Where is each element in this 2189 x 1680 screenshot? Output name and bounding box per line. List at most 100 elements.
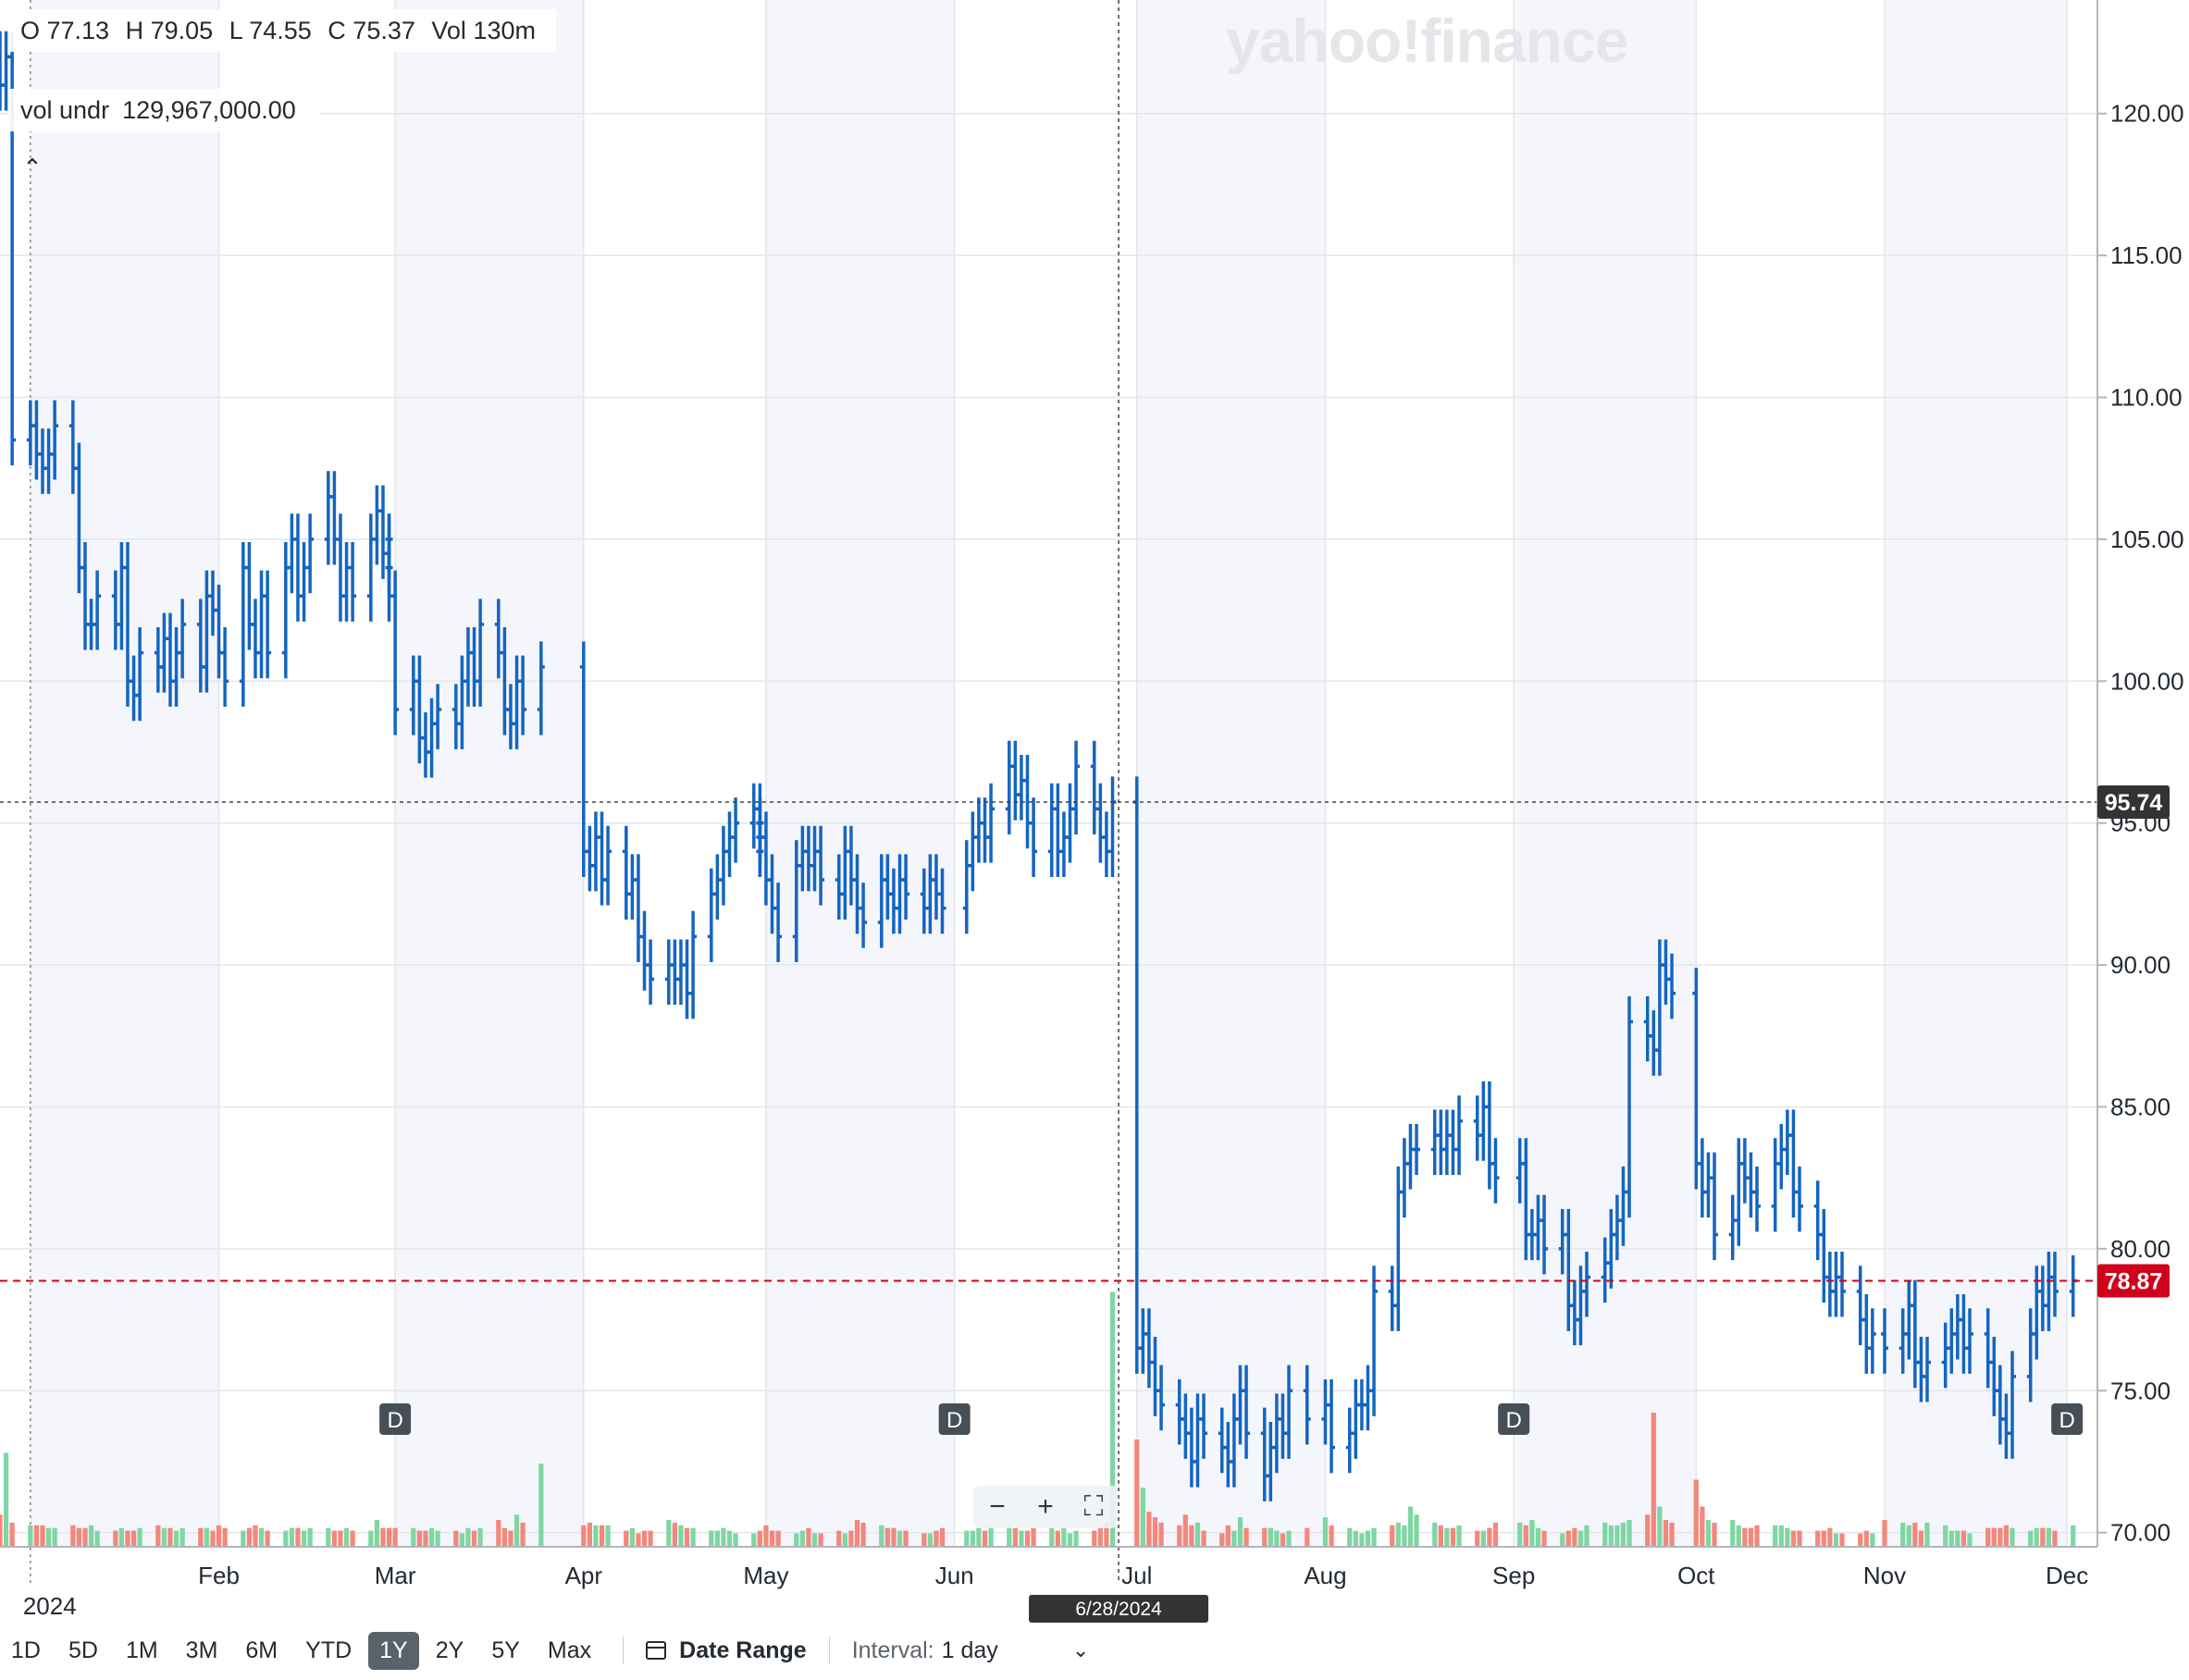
ohlc-bar bbox=[1698, 1138, 1706, 1218]
volume-bar bbox=[1858, 1533, 1863, 1547]
volume-bar bbox=[1742, 1527, 1748, 1547]
volume-bar bbox=[513, 1514, 520, 1547]
volume-bar bbox=[806, 1527, 811, 1547]
ohlc-bar bbox=[293, 513, 302, 622]
ohlc-bar bbox=[378, 485, 387, 579]
volume-bar bbox=[1651, 1413, 1656, 1547]
ohlc-bar bbox=[1437, 1109, 1445, 1176]
ohlc-bar bbox=[2051, 1251, 2059, 1317]
ohlc-bar bbox=[981, 797, 989, 863]
x-tick-label: Feb bbox=[198, 1562, 240, 1589]
volume-bar bbox=[775, 1530, 781, 1547]
volume-indicator-readout[interactable]: vol undr 129,967,000.00 bbox=[9, 89, 320, 131]
y-tick-label: 105.00 bbox=[2110, 525, 2184, 553]
volume-bar bbox=[241, 1530, 246, 1547]
ohlc-bar bbox=[1540, 1194, 1549, 1275]
range-1m-button[interactable]: 1M bbox=[125, 1637, 158, 1663]
yahoo-finance-watermark: yahoo!finance bbox=[1226, 6, 1628, 75]
volume-bar bbox=[496, 1520, 501, 1547]
volume-bar bbox=[624, 1530, 629, 1547]
range-1y-button[interactable]: 1Y bbox=[368, 1631, 419, 1670]
ohlc-bar bbox=[1583, 1251, 1591, 1317]
ohlc-bar bbox=[1753, 1166, 1762, 1232]
volume-bar bbox=[374, 1520, 380, 1547]
volume-bar bbox=[130, 1530, 137, 1547]
volume-bar bbox=[1991, 1527, 1997, 1547]
volume-bar bbox=[1140, 1488, 1145, 1547]
x-tick-label: Aug bbox=[1304, 1562, 1346, 1589]
range-6m-button[interactable]: 6M bbox=[245, 1637, 278, 1663]
ohlc-bar bbox=[1740, 1138, 1749, 1204]
volume-bar bbox=[1608, 1525, 1614, 1547]
volume-bar bbox=[70, 1525, 76, 1547]
ohlc-bar bbox=[1491, 1138, 1500, 1204]
range-ytd-button[interactable]: YTD bbox=[305, 1637, 352, 1663]
volume-bar bbox=[1839, 1533, 1845, 1547]
volume-bar bbox=[1663, 1520, 1669, 1547]
range-2y-button[interactable]: 2Y bbox=[435, 1637, 464, 1663]
ohlc-bar bbox=[391, 570, 400, 735]
volume-bar bbox=[836, 1530, 842, 1547]
ohlc-bar bbox=[1789, 1109, 1798, 1218]
volume-bar bbox=[581, 1525, 587, 1547]
volume-bar bbox=[690, 1527, 696, 1547]
ohlc-bar bbox=[676, 939, 685, 1006]
volume-bar bbox=[2046, 1527, 2052, 1547]
volume-bar bbox=[1182, 1514, 1188, 1547]
ohlc-bar bbox=[2009, 1351, 2017, 1459]
fit-screen-button[interactable]: ⛶ bbox=[1083, 1491, 1104, 1522]
volume-bar bbox=[2052, 1530, 2058, 1547]
chevron-up-icon[interactable]: ⌃ bbox=[22, 154, 43, 181]
volume-bar bbox=[1645, 1514, 1651, 1547]
ohlc-bar bbox=[1796, 1166, 1804, 1232]
volume-bar bbox=[1480, 1530, 1486, 1547]
ohlc-bar bbox=[1479, 1081, 1488, 1161]
volume-bar bbox=[1560, 1533, 1565, 1547]
range-1d-button[interactable]: 1D bbox=[11, 1637, 41, 1663]
volume-bar bbox=[1712, 1522, 1717, 1547]
ohlc-bar bbox=[1881, 1308, 1889, 1374]
range-5d-button[interactable]: 5D bbox=[68, 1637, 98, 1663]
ohlc-bar bbox=[1832, 1251, 1840, 1317]
volume-bar bbox=[1456, 1525, 1462, 1547]
volume-bar bbox=[1243, 1527, 1249, 1547]
range-max-button[interactable]: Max bbox=[547, 1637, 592, 1663]
ohlc-bar bbox=[264, 570, 272, 679]
volume-bar bbox=[587, 1522, 593, 1547]
volume-bar bbox=[386, 1527, 392, 1547]
ohlc-bar bbox=[732, 797, 740, 863]
dividend-marker-label: D bbox=[2059, 1408, 2074, 1433]
dividend-marker bbox=[1498, 1403, 1530, 1435]
volume-bar bbox=[818, 1533, 823, 1547]
volume-bar bbox=[1657, 1506, 1663, 1547]
volume-bar bbox=[1390, 1525, 1395, 1547]
x-tick-label: May bbox=[743, 1562, 788, 1589]
ohlc-bar bbox=[1838, 1251, 1847, 1317]
ohlc-bar bbox=[664, 939, 673, 1006]
volume-bar bbox=[113, 1530, 118, 1547]
range-5y-button[interactable]: 5Y bbox=[491, 1637, 520, 1663]
ohlc-bar bbox=[324, 471, 332, 565]
volume-bar bbox=[1024, 1530, 1031, 1547]
crosshair-date-tag bbox=[1029, 1595, 1209, 1623]
ohlc-bar bbox=[1157, 1365, 1166, 1431]
ohlc-bar bbox=[1856, 1266, 1864, 1346]
volume-bar bbox=[1475, 1530, 1480, 1547]
volume-bar bbox=[1286, 1530, 1292, 1547]
volume-bar bbox=[599, 1525, 605, 1547]
volume-bar bbox=[939, 1527, 946, 1547]
ohlc-bar bbox=[537, 641, 545, 735]
y-tick-label: 110.00 bbox=[2110, 384, 2183, 412]
volume-bar bbox=[1061, 1527, 1067, 1547]
range-3m-button[interactable]: 3M bbox=[185, 1637, 218, 1663]
date-range-button[interactable]: Date Range bbox=[638, 1632, 814, 1670]
month-shade bbox=[1885, 0, 2068, 1547]
volume-bar bbox=[1194, 1522, 1201, 1547]
volume-bar bbox=[520, 1522, 526, 1547]
interval-select[interactable]: Interval: 1 day ⌄ bbox=[845, 1632, 1097, 1670]
volume-bar bbox=[210, 1530, 216, 1547]
zoom-out-button[interactable]: − bbox=[989, 1491, 1006, 1522]
ohlc-bar bbox=[136, 627, 144, 722]
zoom-in-button[interactable]: + bbox=[1037, 1491, 1054, 1522]
